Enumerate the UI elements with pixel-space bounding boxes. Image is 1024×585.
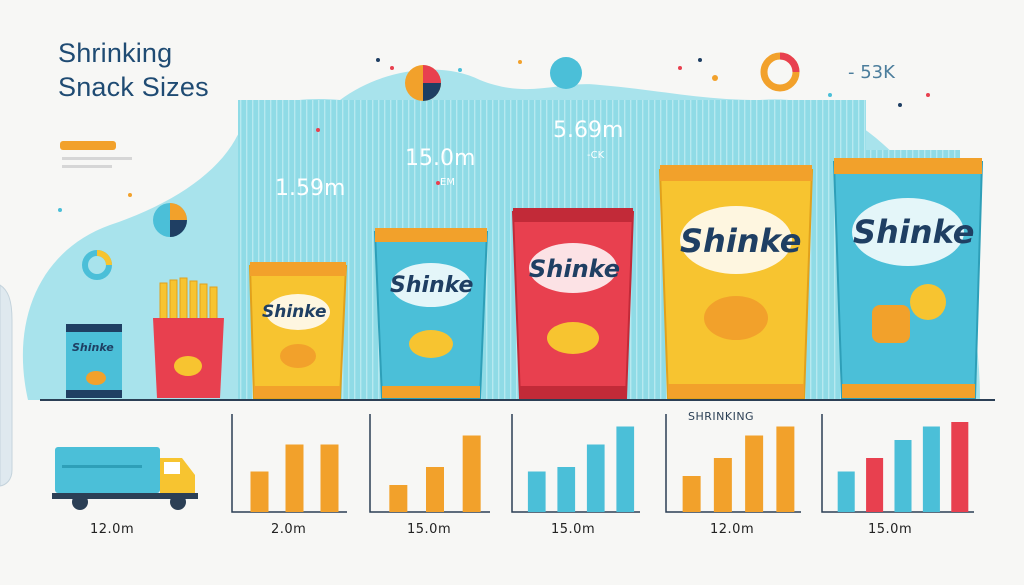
product-bag-yellow-large bbox=[658, 165, 814, 399]
product-name-bag-teal-large: Shinke bbox=[853, 213, 975, 251]
mini-chart-bar bbox=[462, 435, 481, 512]
label-tag-line bbox=[62, 157, 132, 160]
mini-chart-bar bbox=[776, 426, 795, 512]
decorative-dots bbox=[58, 58, 930, 212]
product-can bbox=[66, 324, 122, 398]
label-tag bbox=[60, 141, 116, 150]
mini-chart-bar bbox=[616, 426, 635, 512]
pie-icon-top-slice2 bbox=[423, 83, 441, 101]
mini-label-6: 15.0m bbox=[868, 522, 913, 537]
product-bag-red bbox=[511, 208, 635, 399]
mini-label-5: 12.0m bbox=[710, 522, 755, 537]
product-name-bag-teal: Shinke bbox=[390, 273, 474, 298]
product-name-can: Shinke bbox=[72, 341, 114, 354]
product-bag-teal-large bbox=[832, 158, 984, 399]
circle-icon-top bbox=[550, 57, 582, 89]
page-title: Shrinking Snack Sizes bbox=[58, 36, 209, 104]
mini-chart-axis bbox=[369, 414, 490, 513]
pie-icon-top-slice bbox=[423, 65, 441, 83]
value-label-2: 15.0m bbox=[405, 146, 476, 171]
shrinking-label: SHRINKING bbox=[688, 410, 755, 423]
product-fries bbox=[153, 277, 224, 398]
product-bag-teal bbox=[373, 228, 489, 399]
value-label-2-note: EM bbox=[440, 177, 455, 188]
product-bag-yellow bbox=[248, 262, 348, 399]
mini-chart-bar bbox=[389, 485, 408, 512]
value-label-1: 1.59m bbox=[275, 176, 346, 201]
mini-chart-bar bbox=[951, 422, 969, 512]
mini-chart-axis bbox=[231, 414, 347, 513]
title-line-1: Shrinking bbox=[58, 38, 173, 68]
mini-chart-bar bbox=[285, 444, 304, 512]
mini-chart-bar bbox=[320, 444, 339, 512]
pie-icon-left-slice bbox=[170, 203, 187, 220]
product-name-bag-yellow: Shinke bbox=[262, 302, 327, 322]
mini-chart-bar bbox=[713, 458, 732, 512]
mini-chart-bar bbox=[557, 467, 576, 512]
bottle-icon bbox=[0, 284, 13, 487]
title-line-2: Snack Sizes bbox=[58, 72, 209, 102]
ring-icon-left-yellow bbox=[96, 250, 112, 266]
mini-chart-bar bbox=[745, 435, 764, 512]
mini-chart-bar bbox=[866, 458, 884, 512]
mini-charts bbox=[231, 414, 974, 513]
value-label-3-note: -CK bbox=[587, 150, 605, 161]
pie-icon-left-slice2 bbox=[170, 220, 187, 237]
ring-icon-top-right-red bbox=[779, 52, 800, 73]
product-name-bag-yellow-large: Shinke bbox=[680, 222, 802, 260]
mini-label-2: 2.0m bbox=[271, 522, 307, 537]
mini-chart-bar bbox=[250, 471, 269, 512]
mini-label-1: 12.0m bbox=[90, 522, 135, 537]
mini-chart-bar bbox=[922, 426, 940, 512]
value-label-3: 5.69m bbox=[553, 118, 624, 143]
label-tag-line2 bbox=[62, 165, 112, 168]
mini-chart-bar bbox=[837, 471, 855, 512]
mini-label-4: 15.0m bbox=[551, 522, 596, 537]
mini-chart-bar bbox=[682, 476, 701, 512]
mini-chart-bar bbox=[426, 467, 444, 512]
product-name-bag-red: Shinke bbox=[529, 255, 621, 283]
truck-icon bbox=[52, 447, 198, 510]
mini-chart-bar bbox=[586, 444, 605, 512]
top-right-value: - 53K bbox=[848, 62, 895, 83]
mini-chart-bar bbox=[527, 471, 546, 512]
mini-chart-bar bbox=[894, 440, 912, 512]
mini-label-3: 15.0m bbox=[407, 522, 452, 537]
